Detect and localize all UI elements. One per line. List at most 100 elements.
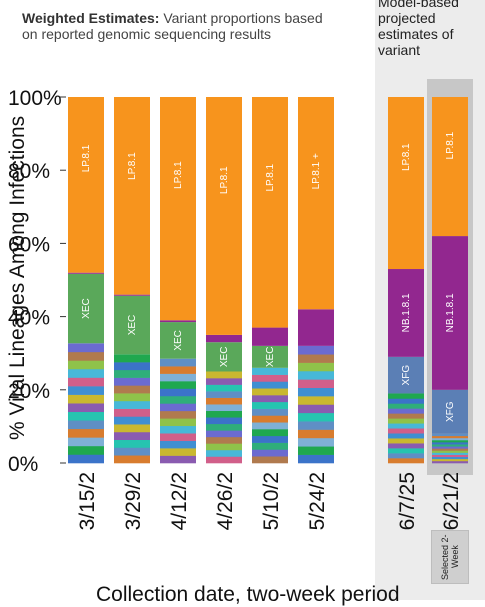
minor-lineage-segment <box>298 362 334 372</box>
nb181-segment <box>114 294 150 296</box>
minor-lineage-segment <box>114 385 150 394</box>
chart-title: Weighted Estimates: Variant proportions … <box>22 10 323 42</box>
minor-lineage-segment <box>432 456 468 460</box>
minor-lineage-segment <box>206 371 242 379</box>
xec-segment-label: XEC <box>173 330 184 351</box>
minor-lineage-segment <box>206 423 242 431</box>
minor-lineage-segment <box>206 397 242 405</box>
lp81-label: LP.8.1 <box>173 161 184 189</box>
minor-lineage-segment <box>114 431 150 441</box>
x-tick-label: 3/29/2 <box>122 472 145 530</box>
minor-lineage-segment <box>68 394 104 404</box>
minor-lineage-segment <box>252 456 288 464</box>
minor-lineage-segment <box>68 360 104 370</box>
minor-lineage-segment <box>252 415 288 423</box>
minor-lineage-segment <box>68 411 104 421</box>
minor-lineage-segment <box>68 386 104 395</box>
xec-segment <box>114 295 150 355</box>
minor-lineage-segment <box>388 393 424 399</box>
minor-lineage-segment <box>432 446 468 449</box>
minor-lineage-segment <box>298 379 334 389</box>
minor-lineage-segment <box>298 412 334 422</box>
y-axis-label: % Viral Lineages Among Infections <box>6 116 29 440</box>
xec-segment <box>68 273 104 344</box>
minor-lineage-segment <box>388 458 424 464</box>
y-tick-label: 60% <box>8 233 50 256</box>
minor-lineage-segment <box>114 400 150 409</box>
minor-lineage-segment <box>206 384 242 392</box>
minor-lineage-segment <box>432 448 468 451</box>
minor-lineage-segment <box>252 435 288 443</box>
y-tick-label: 20% <box>8 380 50 403</box>
minor-lineage-segment <box>252 388 288 396</box>
minor-lineage-segment <box>68 351 104 361</box>
minor-lineage-segment <box>298 437 334 447</box>
minor-lineage-segment <box>160 395 196 404</box>
lp81-segment <box>432 97 468 237</box>
minor-lineage-segment <box>206 417 242 425</box>
minor-lineage-segment <box>252 381 288 389</box>
lp81-label: LP.8.1 <box>401 143 412 171</box>
minor-lineage-segment <box>68 454 104 464</box>
minor-lineage-segment <box>160 440 196 449</box>
minor-lineage-segment <box>432 439 468 443</box>
minor-lineage-segment <box>432 435 468 439</box>
minor-lineage-segment <box>206 443 242 451</box>
minor-lineage-segment <box>252 367 288 375</box>
minor-lineage-segment <box>160 381 196 389</box>
minor-lineage-segment <box>252 422 288 430</box>
x-tick-label: 3/15/2 <box>76 472 99 530</box>
xec-segment <box>160 322 196 359</box>
y-tick-label: 40% <box>8 307 50 330</box>
minor-lineage-segment <box>114 416 150 425</box>
y-tick-label: 100% <box>8 87 62 110</box>
minor-lineage-segment <box>114 408 150 417</box>
minor-lineage-segment <box>114 369 150 378</box>
minor-lineage-segment <box>160 448 196 456</box>
lp81-label: LP.8.1 <box>219 166 230 194</box>
minor-lineage-segment <box>114 377 150 386</box>
lp81-label: LP.8.1 <box>265 163 276 191</box>
minor-lineage-segment <box>114 424 150 433</box>
nb181-segment <box>160 320 196 323</box>
minor-lineage-segment <box>298 370 334 380</box>
nb181-segment <box>298 309 334 346</box>
minor-lineage-segment <box>160 410 196 419</box>
selected-2-week-badge[interactable]: Selected 2-Week <box>431 530 469 584</box>
projection-title: Model-based projected estimates of varia… <box>378 0 459 58</box>
minor-lineage-segment <box>252 401 288 409</box>
minor-lineage-segment <box>388 418 424 424</box>
minor-lineage-segment <box>206 404 242 412</box>
xec-segment-label: XEC <box>81 298 92 319</box>
minor-lineage-segment <box>298 345 334 355</box>
minor-lineage-segment <box>432 442 468 445</box>
minor-lineage-segment <box>298 404 334 414</box>
nb181-segment <box>252 327 288 346</box>
minor-lineage-segment <box>68 437 104 447</box>
minor-lineage-segment <box>432 460 468 464</box>
minor-lineage-segment <box>206 391 242 398</box>
minor-lineage-segment <box>206 456 242 464</box>
minor-lineage-segment <box>388 398 424 404</box>
nb181-segment-label: NB.1.8.1 <box>445 293 456 332</box>
minor-lineage-segment <box>160 425 196 434</box>
minor-lineage-segment <box>206 378 242 385</box>
xfg-segment <box>432 389 468 434</box>
minor-lineage-segment <box>68 445 104 455</box>
x-tick-label: 5/10/2 <box>260 472 283 530</box>
minor-lineage-segment <box>160 366 196 374</box>
minor-lineage-segment <box>68 428 104 438</box>
xfg-segment <box>388 356 424 394</box>
lp81-label: LP.8.1 <box>445 131 456 159</box>
minor-lineage-segment <box>252 442 288 450</box>
minor-lineage-segment <box>388 438 424 444</box>
minor-lineage-segment <box>388 413 424 419</box>
minor-lineage-segment <box>68 343 104 353</box>
minor-lineage-segment <box>252 395 288 403</box>
minor-lineage-segment <box>68 403 104 413</box>
xec-segment-label: XEC <box>219 347 230 368</box>
minor-lineage-segment <box>388 428 424 434</box>
nb181-segment-label: NB.1.8.1 <box>401 293 412 332</box>
minor-lineage-segment <box>432 452 468 455</box>
